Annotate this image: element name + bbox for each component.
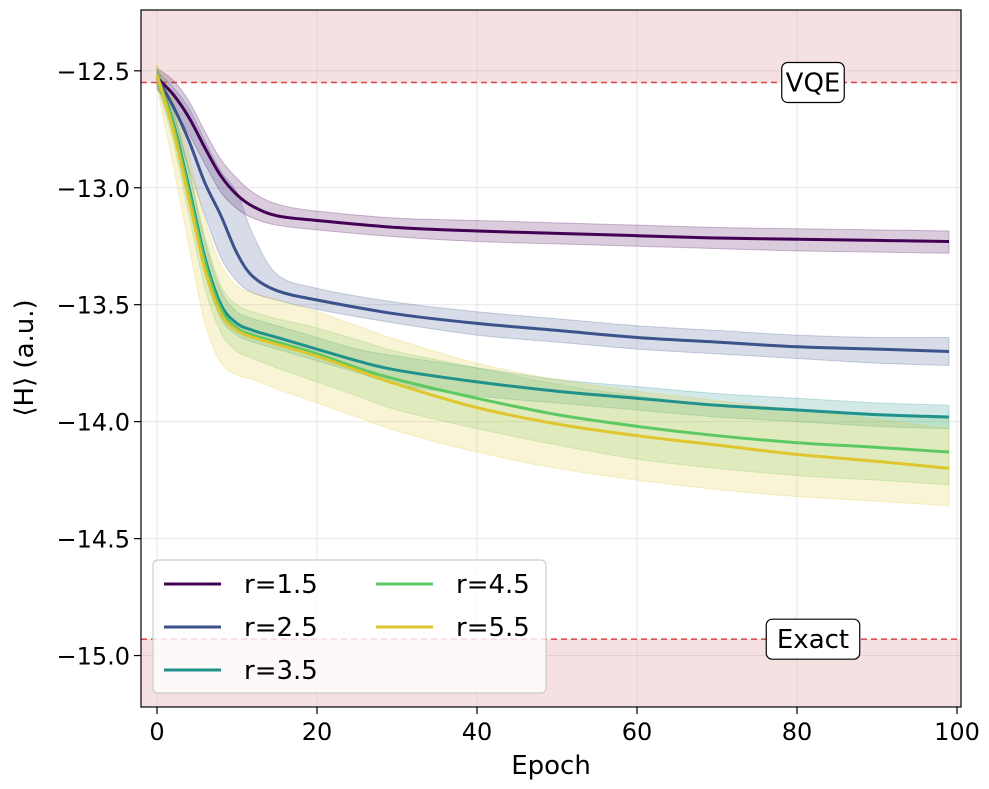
x-tick-label: 100: [934, 718, 980, 746]
y-tick-label: −12.5: [56, 58, 130, 86]
y-tick-label: −15.0: [56, 643, 130, 671]
series-lines: [155, 75, 950, 470]
y-axis-label: ⟨H⟩ (a.u.): [10, 299, 40, 416]
band-r=5.5: [156, 63, 950, 507]
y-tick-label: −13.5: [56, 292, 130, 320]
x-axis-ticks: 0 20 40 60 80 100: [149, 707, 980, 746]
x-tick-label: 40: [462, 718, 493, 746]
legend-item: r=3.5: [164, 656, 318, 686]
y-tick-label: −13.0: [56, 175, 130, 203]
plot-frame: [140, 9, 962, 708]
line-r=4.5: [155, 75, 950, 454]
legend-item: r=1.5: [164, 570, 318, 600]
annotation-label: Exact: [777, 625, 849, 655]
x-axis-label: Epoch: [511, 751, 591, 781]
annotation-vqe: VQE: [781, 61, 845, 104]
annotation-box: [765, 618, 861, 660]
band-r=1.5: [156, 67, 950, 254]
legend-label: r=3.5: [244, 656, 318, 686]
x-tick-label: 0: [149, 718, 164, 746]
band-r=3.5: [156, 68, 950, 430]
annotation-exact: Exact: [765, 618, 861, 660]
band-r=2.5: [156, 69, 950, 367]
legend-box: [152, 559, 547, 694]
line-r=2.5: [155, 77, 950, 353]
legend-item: r=5.5: [376, 613, 530, 643]
x-tick-label: 20: [302, 718, 333, 746]
legend-label: r=5.5: [456, 613, 530, 643]
line-r=1.5: [155, 76, 950, 244]
grid-lines: [141, 10, 961, 707]
annotation-box: [781, 61, 845, 104]
uncertainty-bands: [156, 63, 950, 507]
band-r=4.5: [156, 65, 950, 486]
legend-label: r=4.5: [456, 570, 530, 600]
legend-label: r=1.5: [244, 570, 318, 600]
y-tick-label: −14.5: [56, 526, 130, 554]
x-tick-label: 80: [782, 718, 813, 746]
annotation-label: VQE: [786, 69, 841, 99]
annotations: VQE Exact: [765, 61, 861, 660]
y-axis-ticks: −12.5 −13.0 −13.5 −14.0 −14.5 −15.0: [56, 58, 141, 671]
legend-label: r=2.5: [244, 613, 318, 643]
y-tick-label: −14.0: [56, 409, 130, 437]
legend-item: r=4.5: [376, 570, 530, 600]
legend-item: r=2.5: [164, 613, 318, 643]
legend: r=1.5 r=2.5 r=3.5 r=4.5 r=5.5: [152, 559, 547, 694]
x-tick-label: 60: [622, 718, 653, 746]
line-r=5.5: [155, 75, 950, 470]
